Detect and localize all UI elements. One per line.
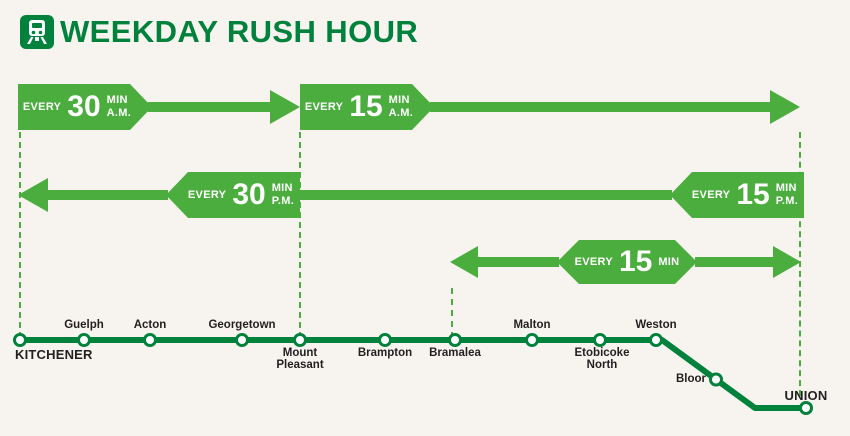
- frequency-badge-pm-15: EVERY 15 MIN P.M.: [670, 172, 804, 218]
- arrowhead-right-icon: [270, 90, 300, 124]
- arrow-shaft: [46, 190, 168, 200]
- station-dot-kitchener: [13, 333, 27, 347]
- badge-period: A.M.: [388, 107, 414, 119]
- badge-number: 15: [736, 178, 770, 211]
- arrow-shaft: [430, 102, 772, 112]
- station-label-brampton: Brampton: [357, 347, 413, 359]
- train-icon: [20, 15, 54, 49]
- station-label-acton: Acton: [133, 319, 167, 331]
- station-label-malton: Malton: [513, 319, 551, 331]
- badge-number: 30: [232, 178, 266, 211]
- badge-number: 15: [349, 90, 383, 123]
- badge-period: P.M.: [271, 195, 295, 207]
- station-dot-etobicoke-north: [593, 333, 607, 347]
- dashed-guide-kitchener: [19, 132, 21, 338]
- station-label-bloor: Bloor: [675, 373, 706, 385]
- station-dot-guelph: [77, 333, 91, 347]
- badge-every-label: EVERY: [691, 189, 731, 201]
- route-line-map: [13, 333, 813, 415]
- dashed-guide-bramalea: [451, 288, 453, 338]
- station-dot-union: [799, 401, 813, 415]
- badge-period: P.M.: [775, 195, 799, 207]
- badge-unit: MIN: [106, 94, 128, 107]
- badge-unit-period: MIN A.M.: [389, 94, 413, 119]
- station-label-kitchener: KITCHENER: [15, 347, 93, 362]
- frequency-badge-pm-30: EVERY 30 MIN P.M.: [166, 172, 300, 218]
- station-dot-acton: [143, 333, 157, 347]
- arrow-shaft: [148, 102, 272, 112]
- badge-every-label: EVERY: [304, 101, 344, 113]
- badge-every-label: EVERY: [187, 189, 227, 201]
- station-label-guelph: Guelph: [64, 319, 104, 331]
- frequency-badge-am-30: EVERY 30 MIN A.M.: [18, 84, 152, 130]
- badge-period: A.M.: [106, 107, 132, 119]
- badge-unit-period: MIN P.M.: [776, 182, 798, 207]
- badge-unit-period: MIN P.M.: [272, 182, 294, 207]
- station-label-union: UNION: [784, 388, 828, 403]
- badge-every-label: EVERY: [574, 256, 613, 268]
- badge-number: 30: [67, 90, 101, 123]
- station-dot-mount-pleasant: [293, 333, 307, 347]
- route-line: [20, 337, 806, 411]
- station-dot-bloor: [709, 372, 723, 387]
- station-dot-brampton: [378, 333, 392, 347]
- station-label-mount-pleasant: Mount Pleasant: [276, 347, 324, 371]
- arrowhead-left-icon: [18, 178, 48, 212]
- badge-unit-period: MIN A.M.: [107, 94, 131, 119]
- station-label-etobicoke-north: Etobicoke North: [574, 347, 630, 371]
- badge-unit: MIN: [388, 94, 410, 107]
- arrowhead-right-icon: [770, 90, 800, 124]
- arrowhead-left-icon: [450, 246, 478, 278]
- badge-every-label: EVERY: [22, 101, 62, 113]
- station-dot-weston: [649, 333, 663, 347]
- page-title: WEEKDAY RUSH HOUR: [60, 14, 419, 49]
- station-label-bramalea: Bramalea: [429, 347, 481, 359]
- frequency-badge-am-15: EVERY 15 MIN A.M.: [300, 84, 434, 130]
- station-label-georgetown: Georgetown: [208, 319, 276, 331]
- arrowhead-right-icon: [773, 246, 801, 278]
- badge-unit: MIN: [775, 182, 797, 195]
- arrow-shaft: [695, 257, 775, 267]
- station-dot-malton: [525, 333, 539, 347]
- station-dot-georgetown: [235, 333, 249, 347]
- badge-number: 15: [618, 245, 653, 278]
- dashed-guide-mount-pleasant: [299, 132, 301, 338]
- arrow-shaft: [298, 190, 672, 200]
- badge-unit: MIN: [658, 256, 680, 268]
- station-dot-bramalea: [448, 333, 462, 347]
- badge-unit: MIN: [271, 182, 293, 195]
- arrow-shaft: [478, 257, 559, 267]
- frequency-badge-allday-15: EVERY 15 MIN: [557, 240, 697, 284]
- station-label-weston: Weston: [635, 319, 677, 331]
